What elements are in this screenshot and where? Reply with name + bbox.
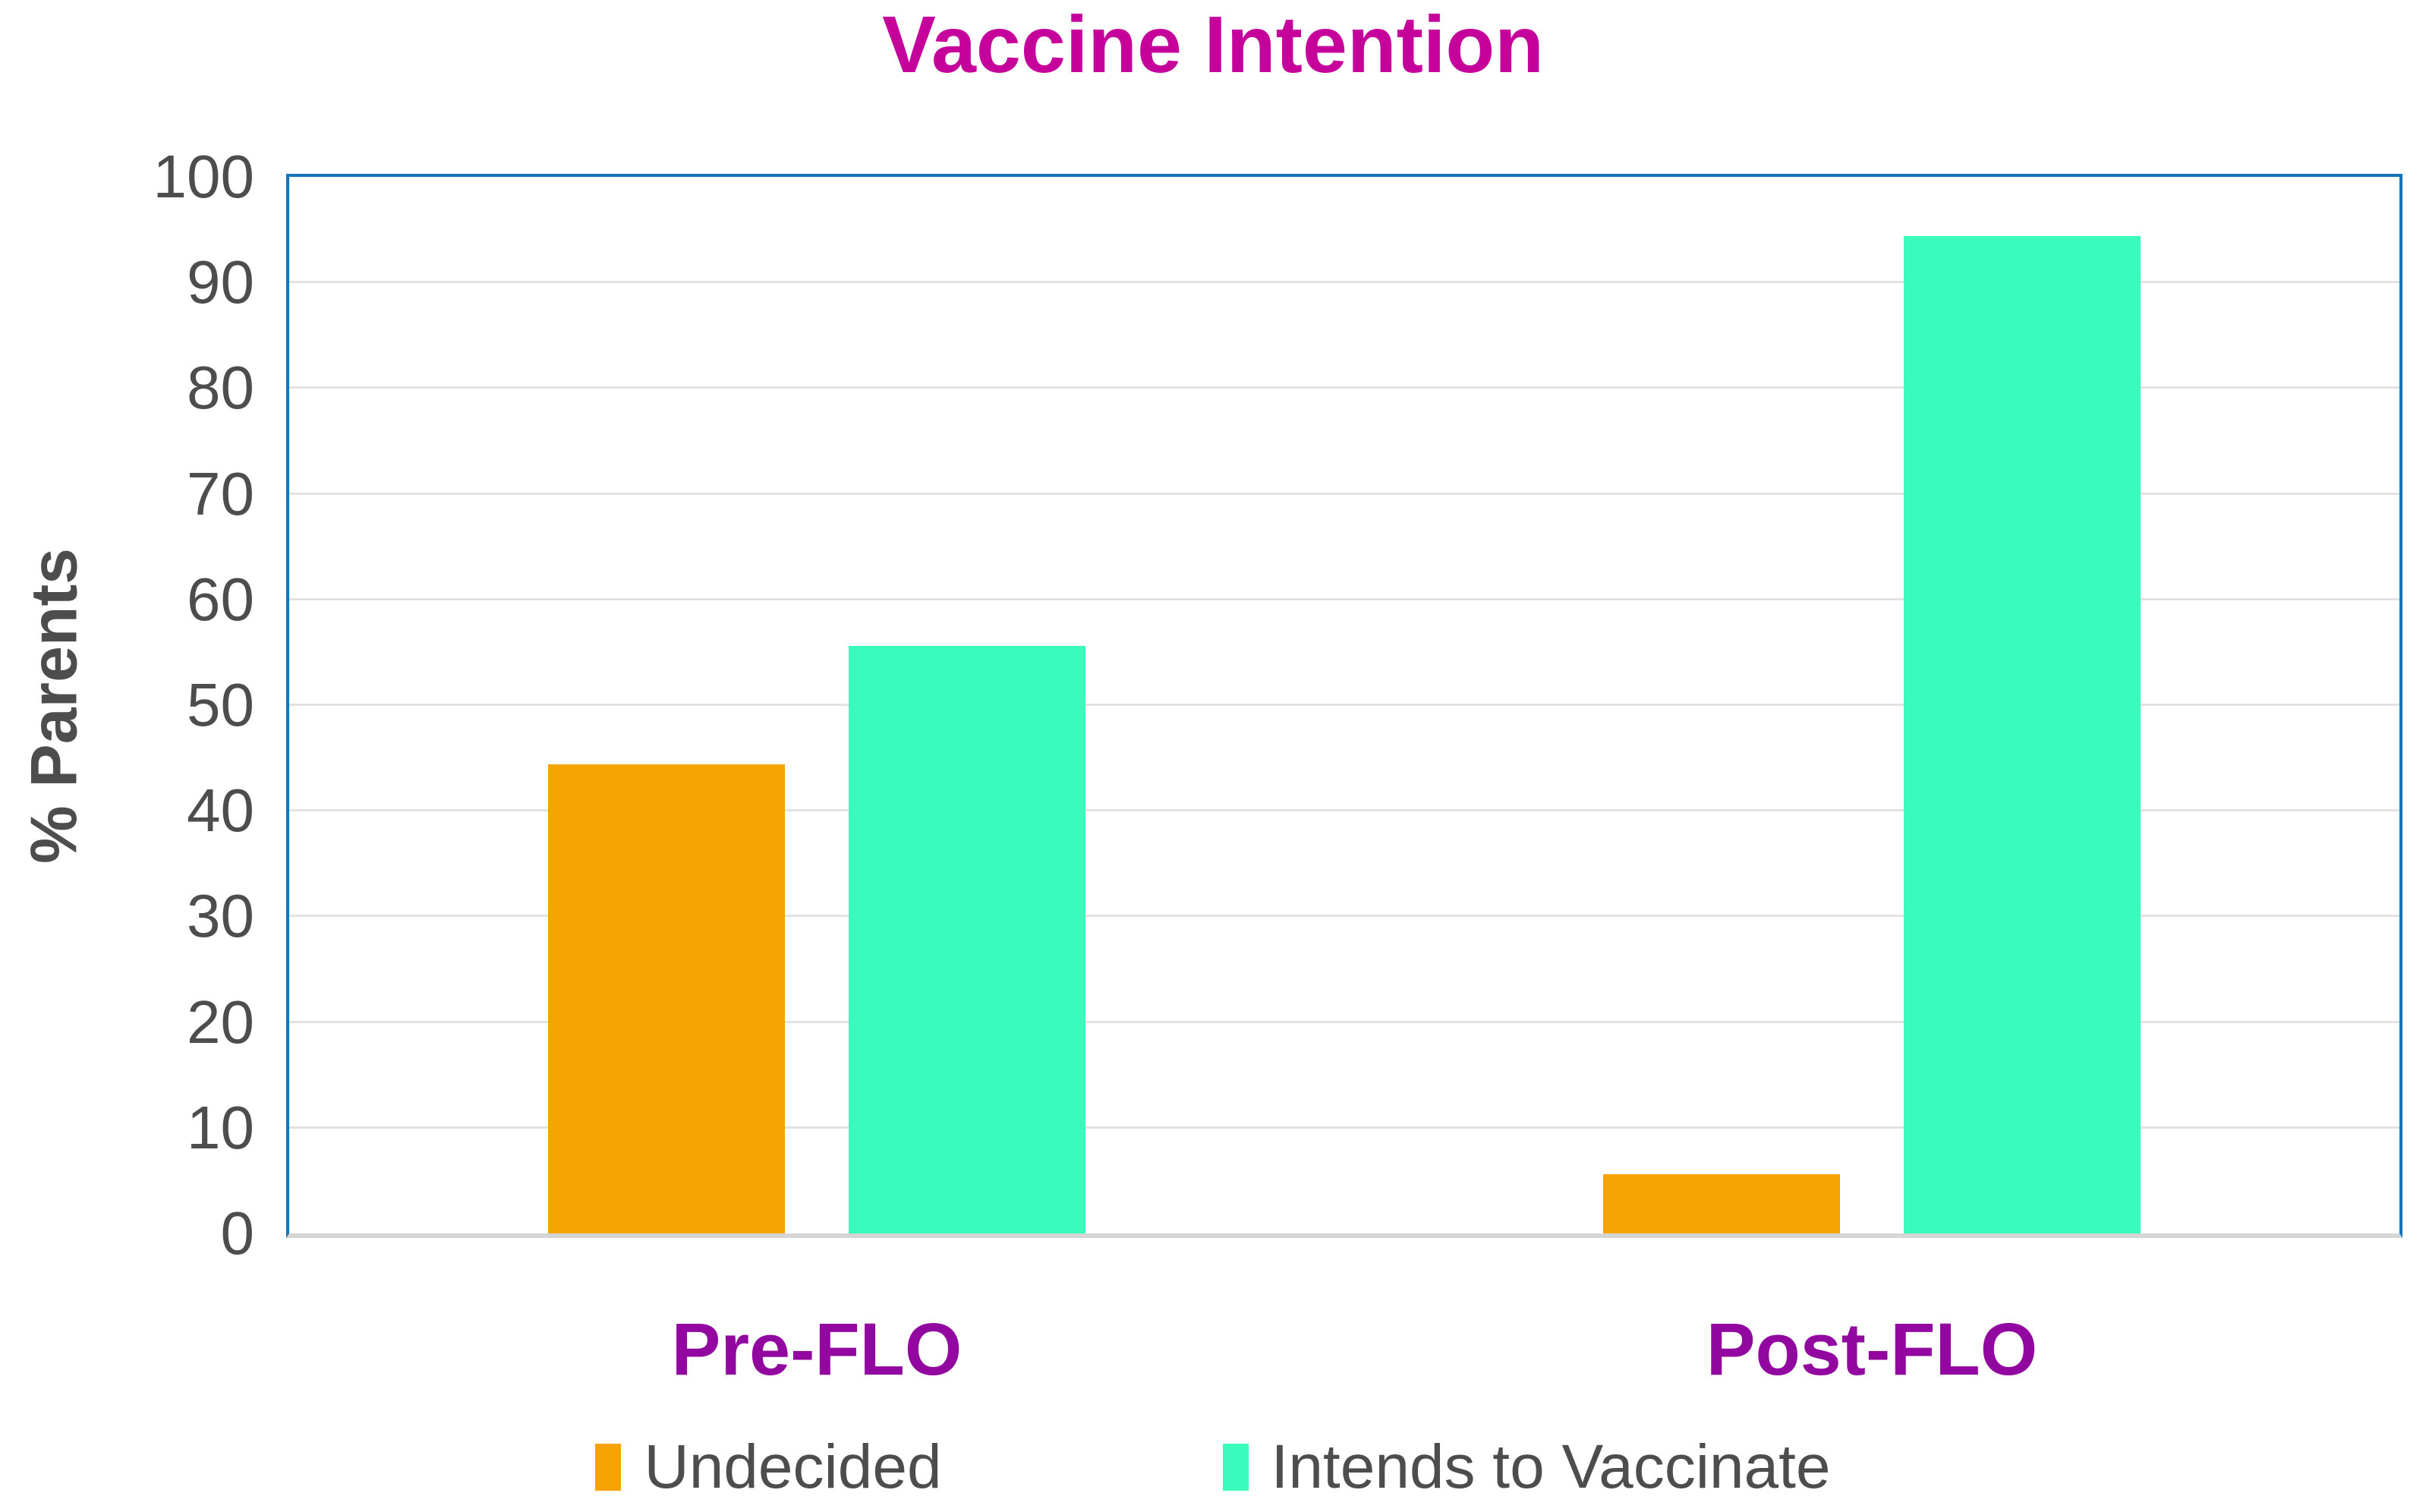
y-tick-label-40: 40 — [187, 776, 254, 845]
y-tick-label-0: 0 — [220, 1199, 255, 1267]
gridline-20 — [289, 1020, 2399, 1023]
y-tick-label-60: 60 — [187, 565, 254, 633]
gridline-80 — [289, 386, 2399, 389]
y-tick-label-70: 70 — [187, 459, 254, 528]
legend-swatch-icon — [595, 1444, 622, 1491]
y-tick-label-90: 90 — [187, 248, 254, 317]
legend-swatch-icon — [1222, 1444, 1249, 1491]
gridline-90 — [289, 281, 2399, 284]
y-tick-label-50: 50 — [187, 671, 254, 739]
gridline-50 — [289, 704, 2399, 706]
chart-title: Vaccine Intention — [882, 0, 1544, 90]
y-tick-label-80: 80 — [187, 354, 254, 422]
y-tick-label-100: 100 — [153, 143, 254, 210]
legend-item-intends-to-vaccinate: Intends to Vaccinate — [1222, 1432, 1831, 1501]
gridline-70 — [289, 492, 2399, 495]
bar-pre-flo-intends-to-vaccinate — [849, 646, 1085, 1233]
x-label-post-flo: Post-FLO — [1706, 1308, 2038, 1391]
legend-label: Intends to Vaccinate — [1271, 1432, 1831, 1501]
y-tick-label-20: 20 — [187, 988, 254, 1056]
gridline-30 — [289, 915, 2399, 918]
gridline-60 — [289, 597, 2399, 600]
y-tick-label-10: 10 — [187, 1093, 254, 1161]
bar-post-flo-intends-to-vaccinate — [1904, 235, 2141, 1233]
legend-item-undecided: Undecided — [595, 1432, 942, 1501]
legend-label: Undecided — [644, 1432, 942, 1501]
gridline-10 — [289, 1126, 2399, 1129]
bar-pre-flo-undecided — [548, 764, 785, 1233]
gridline-40 — [289, 809, 2399, 812]
plot-area — [286, 174, 2402, 1238]
bar-post-flo-undecided — [1603, 1174, 1840, 1233]
x-label-pre-flo: Pre-FLO — [671, 1308, 963, 1391]
legend: Undecided Intends to Vaccinate — [0, 1436, 2426, 1498]
y-tick-label-30: 30 — [187, 882, 254, 950]
